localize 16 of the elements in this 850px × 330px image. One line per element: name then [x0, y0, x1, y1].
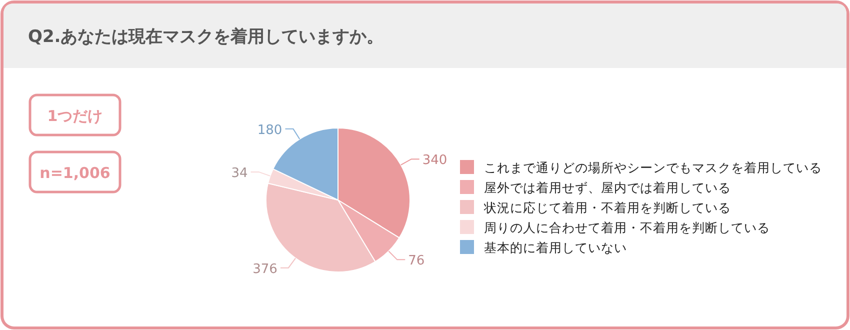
data-label: 180 [257, 122, 282, 138]
pie: 340 76 376 34 180 [231, 122, 448, 277]
pie-slice [338, 128, 410, 238]
text: 1つだけ [47, 107, 103, 125]
data-label: 340 [422, 153, 448, 168]
data-label: 376 [252, 262, 278, 277]
legend-label: 状況に応じて着用・不着用を判断している [483, 200, 731, 215]
legend-label: これまで通りどの場所やシーンでもマスクを着用している [484, 160, 822, 175]
data-label: 34 [231, 166, 248, 181]
legend-label: 周りの人に合わせて着用・不着用を判断している [484, 220, 770, 235]
text: n=1,006 [40, 164, 110, 182]
legend-label: 基本的に着用していない [484, 240, 627, 255]
pie-slice [338, 200, 400, 262]
data-label: 76 [408, 254, 425, 269]
chart-title: Q2.あなたは現在マスクを着用していますか。 [28, 27, 384, 47]
legend-label: 屋外では着用せず、屋内では着用している [484, 180, 731, 195]
